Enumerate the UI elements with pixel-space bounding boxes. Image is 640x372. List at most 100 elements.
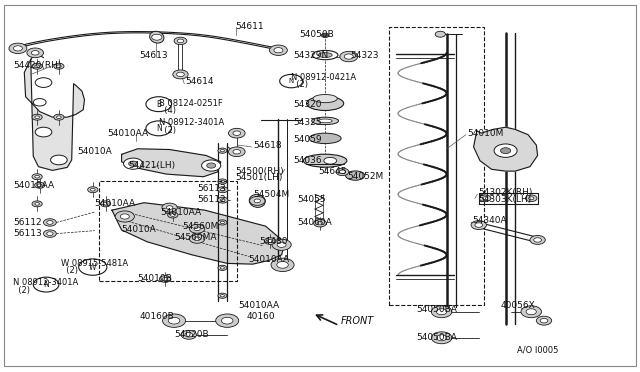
- Text: 54060A: 54060A: [298, 218, 332, 227]
- Text: W: W: [89, 263, 97, 272]
- Circle shape: [254, 199, 260, 203]
- Text: 54303K(LH): 54303K(LH): [479, 195, 532, 203]
- Ellipse shape: [312, 51, 338, 60]
- Circle shape: [44, 230, 56, 237]
- Text: 56112: 56112: [197, 195, 226, 203]
- Circle shape: [27, 48, 44, 58]
- Ellipse shape: [307, 96, 344, 110]
- Text: N 08912-3401A: N 08912-3401A: [159, 118, 224, 127]
- Circle shape: [189, 224, 205, 233]
- Ellipse shape: [318, 119, 332, 123]
- Circle shape: [344, 54, 353, 59]
- Circle shape: [177, 72, 184, 77]
- Text: W 08915-5481A: W 08915-5481A: [61, 259, 128, 268]
- Circle shape: [221, 317, 233, 324]
- Text: 54501(LH): 54501(LH): [236, 173, 283, 182]
- Circle shape: [483, 197, 488, 200]
- Text: 54480: 54480: [259, 237, 288, 246]
- Circle shape: [37, 184, 42, 187]
- Circle shape: [90, 188, 95, 191]
- Text: 54329N: 54329N: [293, 51, 328, 60]
- Ellipse shape: [324, 157, 337, 164]
- Circle shape: [431, 306, 452, 318]
- Circle shape: [129, 161, 138, 166]
- Circle shape: [216, 314, 239, 327]
- Circle shape: [33, 99, 46, 106]
- Ellipse shape: [312, 117, 339, 125]
- Circle shape: [233, 131, 241, 135]
- Circle shape: [521, 306, 541, 318]
- Circle shape: [32, 201, 42, 207]
- Circle shape: [268, 240, 273, 243]
- Text: 54325: 54325: [293, 118, 322, 126]
- Bar: [389, 27, 484, 305]
- Text: 54010A: 54010A: [122, 225, 156, 234]
- Circle shape: [218, 265, 227, 270]
- Circle shape: [54, 114, 64, 120]
- Circle shape: [475, 223, 483, 227]
- Circle shape: [220, 150, 225, 152]
- Text: 54323: 54323: [351, 51, 380, 60]
- Text: 40160B: 40160B: [140, 312, 174, 321]
- Text: N 08912-3401A: N 08912-3401A: [13, 278, 78, 287]
- Ellipse shape: [150, 31, 164, 43]
- Text: 54302K(RH): 54302K(RH): [479, 188, 533, 197]
- Circle shape: [276, 262, 288, 268]
- Text: 54420(RH): 54420(RH): [13, 61, 61, 70]
- Circle shape: [100, 201, 111, 207]
- Circle shape: [271, 258, 294, 272]
- Circle shape: [220, 180, 225, 183]
- Text: 54010AA: 54010AA: [108, 129, 148, 138]
- Polygon shape: [474, 127, 538, 171]
- Circle shape: [272, 239, 291, 250]
- Text: 54010M: 54010M: [467, 129, 504, 138]
- Circle shape: [124, 158, 143, 169]
- Circle shape: [32, 114, 42, 120]
- Circle shape: [51, 155, 67, 165]
- Text: N 08912-0421A: N 08912-0421A: [291, 73, 356, 82]
- Text: 54010AA: 54010AA: [248, 255, 289, 264]
- Text: 54059: 54059: [293, 135, 322, 144]
- Circle shape: [218, 187, 228, 193]
- Circle shape: [220, 188, 225, 191]
- Circle shape: [436, 309, 447, 315]
- Circle shape: [202, 160, 221, 171]
- Circle shape: [35, 65, 40, 68]
- Text: FRONT: FRONT: [341, 316, 374, 326]
- Text: 54340A: 54340A: [472, 216, 507, 225]
- Circle shape: [218, 293, 227, 298]
- Circle shape: [32, 63, 42, 69]
- Circle shape: [526, 309, 536, 315]
- Circle shape: [269, 45, 287, 55]
- Circle shape: [536, 316, 552, 325]
- Circle shape: [163, 278, 168, 280]
- Circle shape: [228, 147, 245, 157]
- Circle shape: [525, 195, 537, 202]
- Circle shape: [35, 127, 52, 137]
- Ellipse shape: [318, 53, 332, 58]
- Circle shape: [494, 144, 517, 157]
- Circle shape: [530, 235, 545, 244]
- Text: 54050BA: 54050BA: [416, 305, 457, 314]
- Text: 54010AA: 54010AA: [95, 199, 136, 208]
- Text: 54614: 54614: [186, 77, 214, 86]
- Circle shape: [435, 31, 445, 37]
- Text: 54618: 54618: [253, 141, 282, 150]
- Circle shape: [166, 206, 173, 209]
- Circle shape: [314, 219, 326, 227]
- Ellipse shape: [309, 133, 341, 144]
- Circle shape: [103, 202, 108, 205]
- Circle shape: [115, 211, 134, 222]
- Text: 56113: 56113: [13, 229, 42, 238]
- Ellipse shape: [346, 171, 365, 180]
- Text: 54055: 54055: [298, 195, 326, 203]
- Circle shape: [220, 295, 225, 297]
- Circle shape: [47, 221, 53, 224]
- Text: 54504M: 54504M: [253, 190, 289, 199]
- Text: (2): (2): [13, 286, 30, 295]
- Text: 54010AA: 54010AA: [13, 181, 54, 190]
- Circle shape: [44, 219, 56, 226]
- Circle shape: [194, 237, 200, 241]
- Text: (2): (2): [61, 266, 78, 275]
- Text: (2): (2): [291, 80, 308, 89]
